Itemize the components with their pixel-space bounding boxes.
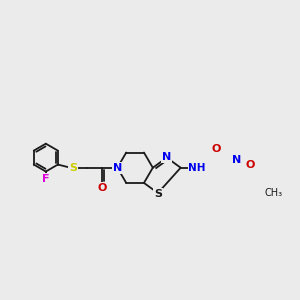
Text: N: N: [232, 155, 241, 165]
Text: O: O: [98, 183, 107, 193]
Text: NH: NH: [188, 163, 206, 173]
Text: N: N: [113, 163, 122, 173]
Text: N: N: [162, 152, 171, 162]
Text: F: F: [42, 174, 50, 184]
Text: O: O: [246, 160, 255, 170]
Text: CH₃: CH₃: [264, 188, 283, 198]
Text: O: O: [212, 144, 221, 154]
Text: S: S: [69, 163, 77, 173]
Text: S: S: [154, 189, 162, 199]
